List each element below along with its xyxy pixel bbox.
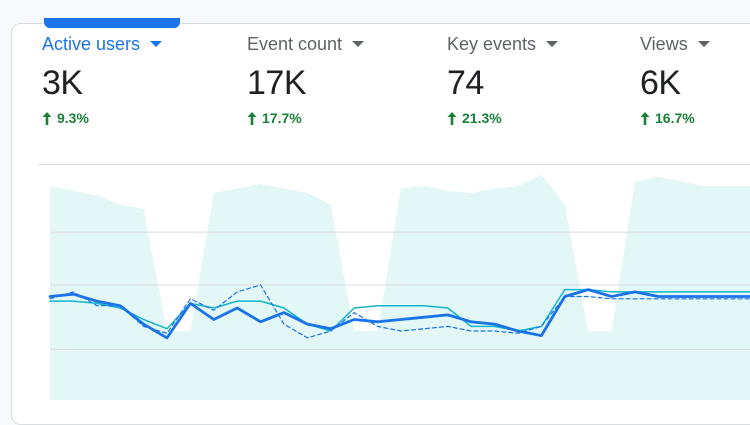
metric-change-value: 17.7% [262, 110, 302, 126]
metric-label: Event count [247, 33, 343, 54]
arrow-up-icon [247, 111, 257, 125]
caret-down-icon[interactable] [352, 41, 365, 47]
metric-tab-active-users[interactable]: Active users 3K 9.3% [42, 30, 163, 126]
metric-label: Active users [42, 33, 141, 54]
metric-value: 6K [640, 64, 681, 102]
arrow-up-icon [447, 111, 457, 125]
active-tab-indicator [44, 18, 180, 28]
caret-down-icon[interactable] [546, 41, 559, 47]
series-line-previous-period [49, 284, 750, 339]
caret-down-icon[interactable] [150, 41, 163, 47]
metric-value: 3K [42, 64, 83, 102]
series-line-current-period [48, 288, 750, 340]
caret-down-icon[interactable] [697, 41, 710, 47]
range-band-area [50, 174, 750, 400]
metric-change-value: 21.3% [462, 110, 502, 126]
metric-label: Key events [447, 33, 537, 54]
chart-divider [38, 164, 750, 165]
metric-tab-key-events[interactable]: Key events 74 21.3% [447, 30, 559, 126]
metric-change-value: 9.3% [57, 110, 89, 126]
arrow-up-icon [42, 111, 52, 125]
metric-change-value: 16.7% [655, 110, 695, 126]
metric-tab-views[interactable]: Views 6K 16.7% [640, 30, 710, 126]
arrow-up-icon [640, 111, 650, 125]
metric-value: 17K [247, 64, 307, 102]
metric-tab-event-count[interactable]: Event count 17K 17.7% [247, 30, 365, 126]
trend-chart [48, 174, 750, 400]
metric-value: 74 [447, 64, 484, 102]
metric-label: Views [640, 33, 688, 54]
